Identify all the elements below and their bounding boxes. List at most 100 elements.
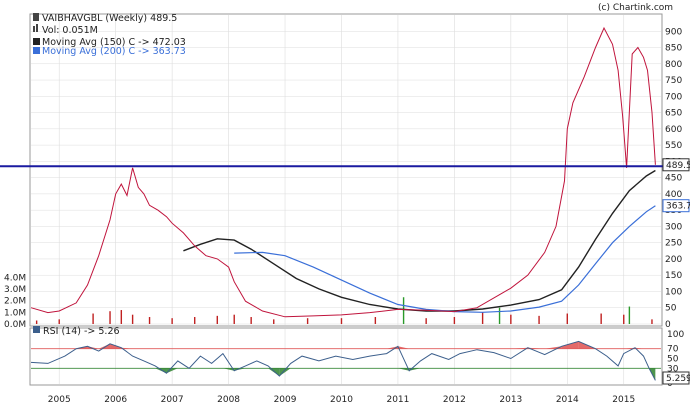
- price-tick-label: 450: [665, 174, 682, 184]
- ma200-line: [234, 205, 656, 313]
- price-legend: VAIBHAVGBL (Weekly) 489.5 Vol: 0.051M Mo…: [33, 13, 186, 57]
- volume-bar: [273, 319, 275, 324]
- x-tick-label: 2005: [48, 395, 71, 405]
- rsi-oversold-fill: [222, 368, 235, 371]
- ma200-value-label: 363.7: [666, 202, 690, 212]
- price-tick-label: 50: [665, 304, 677, 314]
- rsi-overbought-fill: [635, 347, 644, 349]
- volume-bar: [600, 313, 602, 324]
- price-tick-label: 900: [665, 27, 682, 37]
- ma200-value-box: [662, 199, 690, 213]
- rsi-value-label: 5.259: [666, 374, 690, 384]
- volume-bar: [538, 315, 540, 324]
- price-tick-label: 200: [665, 255, 682, 265]
- volume-bar: [250, 317, 252, 324]
- volume-bar: [498, 307, 501, 324]
- rsi-panel-frame: [29, 327, 663, 386]
- rsi-overbought-fill: [121, 347, 133, 349]
- price-tick-label: 600: [665, 125, 682, 135]
- rsi-overbought-fill: [561, 341, 579, 349]
- price-tick-label: 850: [665, 44, 682, 54]
- price-tick-label: 650: [665, 109, 682, 119]
- x-tick-label: 2015: [612, 395, 635, 405]
- price-tick-label: 550: [665, 141, 682, 151]
- x-tick-label: 2012: [443, 395, 466, 405]
- rsi-value-box: [662, 371, 690, 385]
- rsi-tick-label: 100: [667, 330, 684, 340]
- rsi-oversold-fill: [279, 368, 291, 377]
- price-tick-label: 800: [665, 60, 682, 70]
- x-tick-label: 2006: [104, 395, 127, 405]
- legend-ma150: Moving Avg (150) C -> 472.03: [42, 37, 186, 48]
- price-tick-label: 300: [665, 222, 682, 232]
- last-price-box: [662, 158, 690, 172]
- volume-bar: [402, 297, 405, 324]
- rsi-overbought-fill: [87, 346, 99, 349]
- price-line: [30, 26, 656, 318]
- rsi-overbought-fill: [510, 347, 528, 349]
- volume-bar: [35, 320, 38, 324]
- x-tick-label: 2011: [386, 395, 409, 405]
- last-price-label: 489.5: [666, 161, 690, 171]
- volume-bar: [566, 313, 568, 324]
- volume-bar: [233, 314, 235, 324]
- x-tick-label: 2007: [161, 395, 184, 405]
- volume-tick-label: 4.0M: [4, 273, 26, 283]
- volume-bar: [374, 317, 377, 324]
- rsi-overbought-fill: [397, 346, 410, 349]
- volume-bar: [306, 318, 309, 324]
- price-tick-label: 0: [665, 320, 671, 330]
- candle-icon: [33, 13, 39, 21]
- price-tick-label: 400: [665, 190, 682, 200]
- volume-tick-label: 3.0M: [4, 285, 26, 295]
- volume-bars: [35, 297, 653, 324]
- ma150-line: [183, 169, 656, 312]
- volume-bar: [216, 315, 218, 324]
- volume-tick-label: 0.0M: [4, 320, 26, 330]
- rsi-legend: RSI (14) -> 5.26: [33, 326, 120, 337]
- rsi-oversold-fill: [234, 368, 246, 371]
- price-tick-label: 250: [665, 239, 682, 249]
- volume-bar: [340, 318, 343, 324]
- x-tick-label: 2010: [330, 395, 353, 405]
- rsi-oversold-fill: [155, 368, 167, 374]
- x-tick-label: 2013: [499, 395, 522, 405]
- volume-tick-label: 2.0M: [4, 297, 26, 307]
- volume-bar: [194, 317, 196, 324]
- volume-bar: [58, 319, 60, 324]
- volume-bar: [425, 318, 427, 324]
- legend-title: VAIBHAVGBL (Weekly) 489.5: [42, 13, 177, 24]
- volume-bar: [623, 314, 625, 324]
- volume-bar: [131, 314, 134, 324]
- volume-bar: [171, 318, 173, 324]
- volume-bar: [109, 311, 111, 324]
- price-panel-frame: [29, 13, 663, 327]
- price-tick-label: 150: [665, 271, 682, 281]
- volume-bar: [628, 306, 631, 324]
- volume-bar: [453, 317, 456, 324]
- rsi-level-label: 30: [667, 364, 679, 374]
- x-axis-ticks: 2005 2006 2007 2008 2009 2010 2011 2012 2013 2014…: [48, 395, 635, 405]
- volume-bar: [148, 317, 151, 324]
- rsi-oversold-fill: [397, 368, 410, 371]
- legend-rsi: RSI (14) -> 5.26: [43, 326, 120, 337]
- volume-bar: [510, 314, 512, 324]
- volume-bar: [120, 310, 123, 324]
- rsi-line: [30, 340, 656, 381]
- rsi-swatch: [33, 326, 40, 333]
- x-tick-label: 2008: [217, 395, 240, 405]
- price-tick-label: 100: [665, 287, 682, 297]
- price-tick-label: 700: [665, 92, 682, 102]
- x-tick-label: 2014: [556, 395, 579, 405]
- legend-volume: Vol: 0.051M: [42, 25, 98, 36]
- volume-bar: [651, 319, 653, 324]
- x-tick-label: 2009: [274, 395, 297, 405]
- volume-icon-bar: [36, 24, 38, 32]
- volume-bar: [481, 312, 484, 324]
- price-axis-ticks: 9008508007507006506005505004504003503002…: [665, 27, 682, 330]
- ma150-swatch: [33, 38, 40, 45]
- price-tick-label: 750: [665, 76, 682, 86]
- rsi-tick-label: 50: [667, 355, 679, 365]
- copyright-text: (c) Chartink.com: [598, 3, 673, 13]
